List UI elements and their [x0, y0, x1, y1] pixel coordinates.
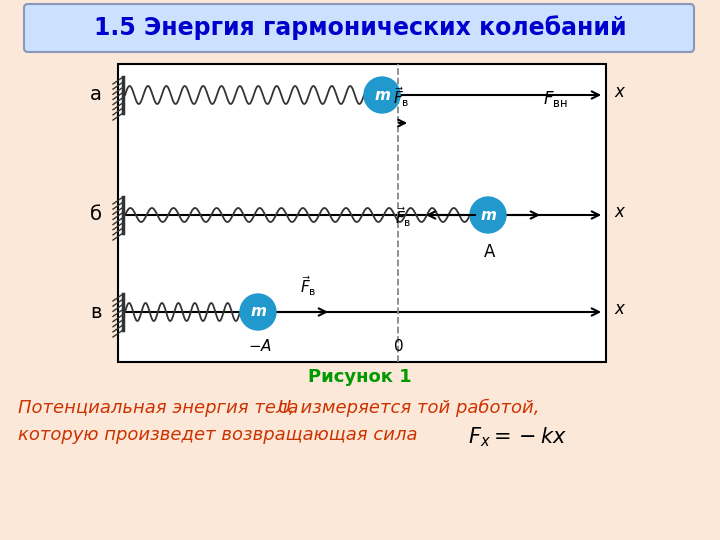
Text: Потенциальная энергия тела: Потенциальная энергия тела [18, 399, 305, 417]
Text: б: б [90, 206, 102, 225]
Text: $\vec{F}_\mathrm{в}$: $\vec{F}_\mathrm{в}$ [395, 205, 411, 229]
Text: U: U [278, 399, 291, 417]
Bar [118, 64, 606, 362]
Text: x: x [614, 203, 624, 221]
Text: а: а [90, 85, 102, 105]
Circle shape [240, 294, 276, 330]
Text: , измеряется той работой,: , измеряется той работой, [289, 399, 539, 417]
Text: m: m [480, 207, 496, 222]
FancyBboxPatch shape [24, 4, 694, 52]
Text: $\vec{F}_\mathrm{в}$: $\vec{F}_\mathrm{в}$ [300, 274, 316, 298]
Text: Рисунок 1: Рисунок 1 [308, 368, 412, 386]
Circle shape [470, 197, 506, 233]
Text: $0$: $0$ [392, 338, 403, 354]
Text: m: m [374, 87, 390, 103]
Text: $\vec{F}_\mathrm{в}$: $\vec{F}_\mathrm{в}$ [392, 85, 409, 109]
Text: $-A$: $-A$ [248, 338, 272, 354]
Text: 1.5 Энергия гармонических колебаний: 1.5 Энергия гармонических колебаний [94, 16, 626, 40]
Text: в: в [90, 302, 102, 321]
Circle shape [364, 77, 400, 113]
Text: $F_\mathrm{вн}$: $F_\mathrm{вн}$ [543, 89, 567, 109]
Text: x: x [614, 300, 624, 318]
Text: $F_x = -kx$: $F_x = -kx$ [468, 425, 567, 449]
Text: x: x [614, 83, 624, 101]
Text: которую произведет возвращающая сила: которую произведет возвращающая сила [18, 426, 418, 444]
Text: A: A [485, 243, 495, 261]
Text: m: m [250, 305, 266, 320]
